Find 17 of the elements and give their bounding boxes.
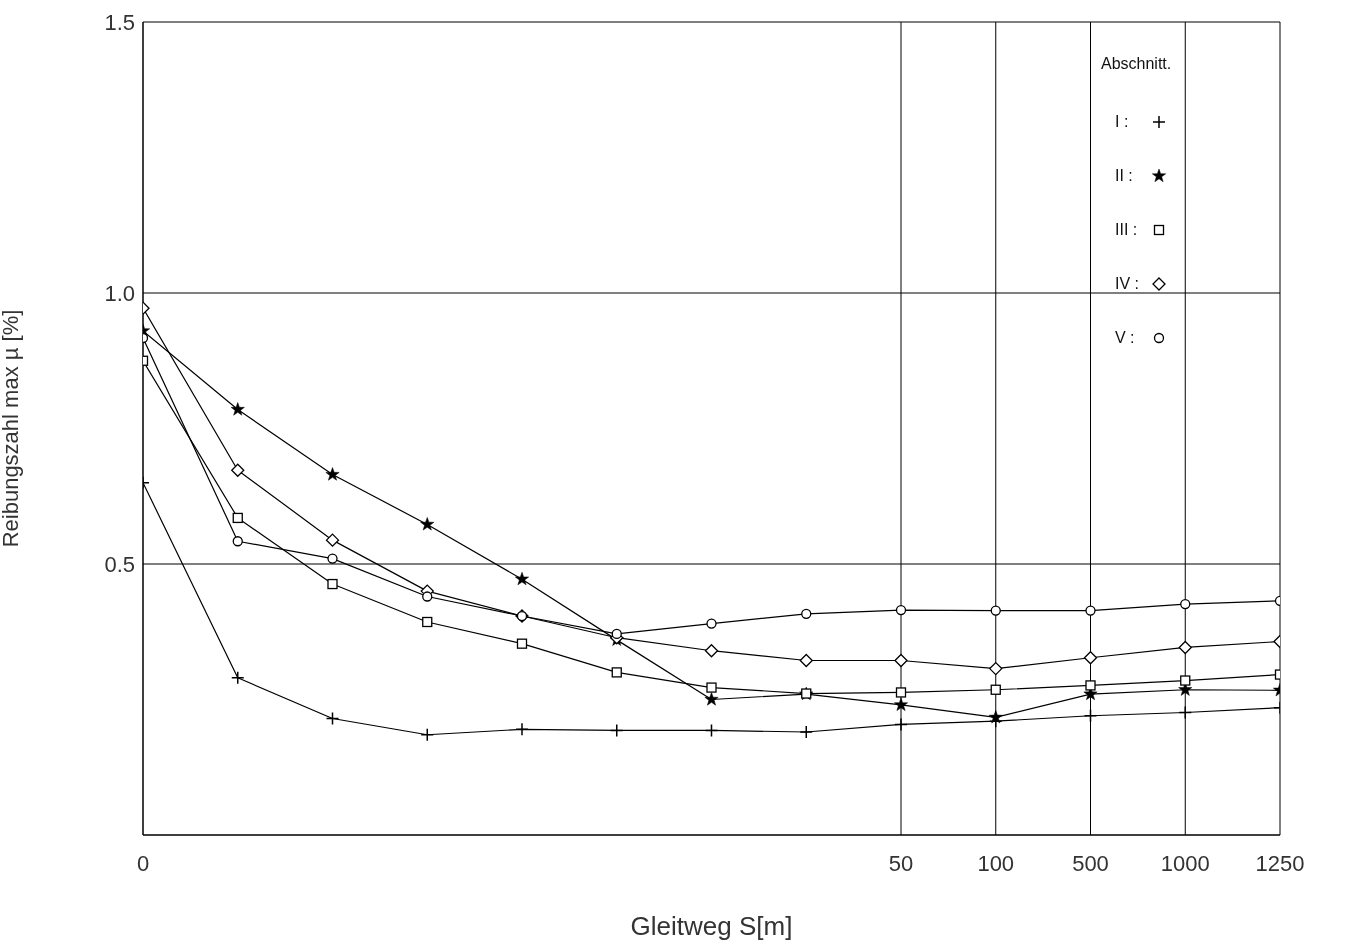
legend-label: IV :	[1115, 275, 1140, 293]
x-tick-label: 100	[977, 850, 1015, 876]
x-tick-label: 0	[136, 850, 150, 876]
y-axis-title: Reibungszahl max µ [%]	[0, 309, 23, 548]
x-tick-label: 1250	[1255, 850, 1305, 876]
y-tick-label: 1.5	[104, 9, 135, 35]
x-tick-label: 500	[1072, 850, 1109, 876]
x-tick-label: 1000	[1160, 850, 1210, 876]
y-tick-label: 0.5	[104, 551, 135, 577]
legend-label: III :	[1115, 221, 1139, 239]
y-tick-label: 1.0	[104, 280, 135, 306]
legend-title: Abschnitt.	[1101, 55, 1173, 73]
legend-label: V :	[1115, 329, 1136, 347]
legend-label: II :	[1115, 167, 1134, 185]
x-axis-title: Gleitweg S[m]	[630, 911, 793, 941]
legend-label: I :	[1115, 113, 1130, 131]
x-tick-label: 50	[888, 850, 914, 876]
